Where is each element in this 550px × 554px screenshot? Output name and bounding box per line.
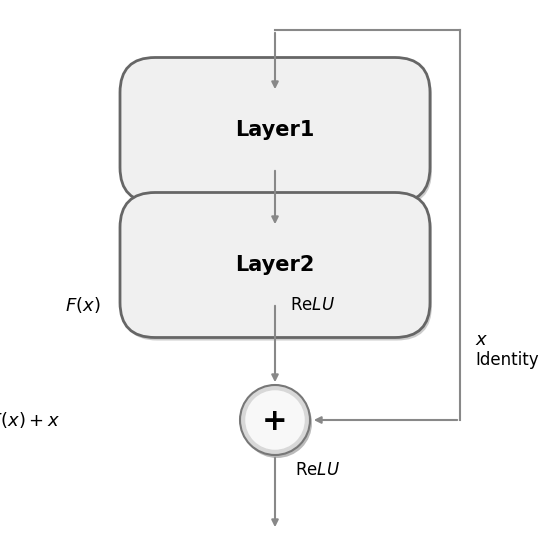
FancyBboxPatch shape — [122, 196, 432, 341]
Circle shape — [242, 388, 312, 458]
FancyBboxPatch shape — [120, 192, 430, 337]
Text: $F(x)+x$: $F(x)+x$ — [0, 410, 60, 430]
Text: $x$: $x$ — [475, 331, 488, 349]
Text: Layer1: Layer1 — [235, 120, 315, 140]
Circle shape — [245, 390, 305, 450]
FancyBboxPatch shape — [120, 58, 430, 203]
Text: Re$LU$: Re$LU$ — [290, 296, 335, 314]
Text: Layer2: Layer2 — [235, 255, 315, 275]
FancyBboxPatch shape — [122, 60, 432, 206]
Text: Identity: Identity — [475, 351, 538, 369]
Text: +: + — [262, 407, 288, 435]
Text: $F(x)$: $F(x)$ — [65, 295, 101, 315]
Circle shape — [240, 385, 310, 455]
Text: Re$LU$: Re$LU$ — [295, 461, 340, 479]
